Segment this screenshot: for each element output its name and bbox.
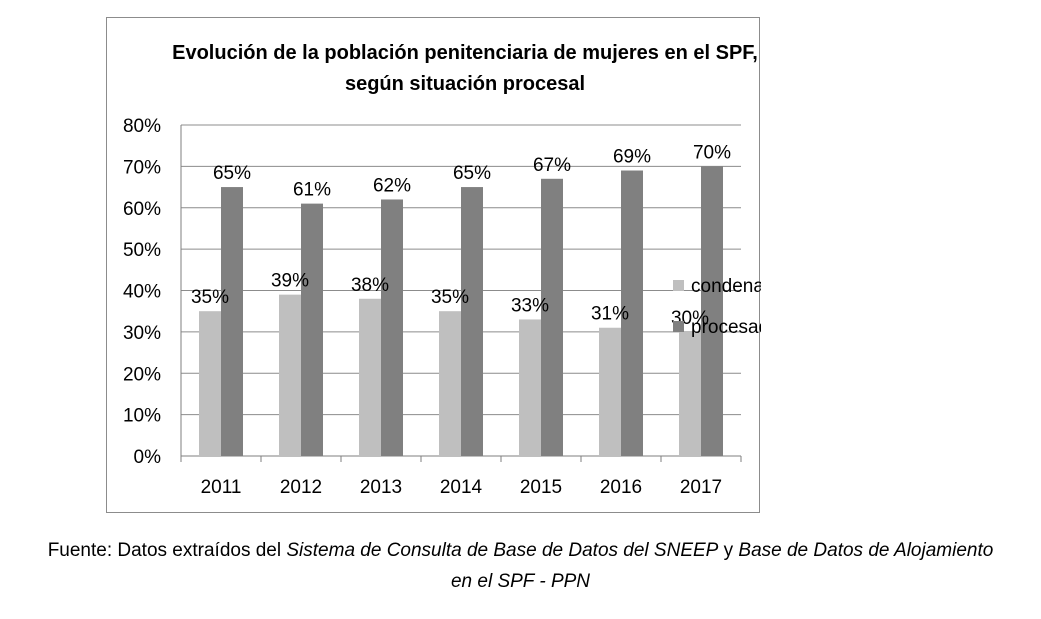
caption-line-1: Fuente: Datos extraídos del Sistema de C… bbox=[0, 535, 1041, 566]
caption-line-2: en el SPF - PPN bbox=[0, 566, 1041, 597]
y-tick-label: 0% bbox=[134, 447, 162, 468]
chart-frame: Evolución de la población penitenciaria … bbox=[106, 17, 761, 513]
legend: condenadas procesadas bbox=[673, 276, 761, 338]
legend-label-condenadas: condenadas bbox=[691, 276, 761, 297]
bar-procesadas bbox=[301, 203, 323, 456]
chart-title-line-1: Evolución de la población penitenciaria … bbox=[172, 42, 758, 64]
x-tick-label: 2017 bbox=[680, 477, 722, 498]
y-tick-label: 20% bbox=[123, 364, 161, 385]
bar-condenadas bbox=[359, 298, 381, 456]
bar-condenadas bbox=[439, 311, 461, 456]
data-label-procesadas: 62% bbox=[373, 175, 411, 196]
data-label-condenadas: 31% bbox=[591, 304, 629, 325]
data-label-condenadas: 35% bbox=[191, 287, 229, 308]
x-tick-label: 2014 bbox=[440, 477, 483, 498]
x-tick-label: 2015 bbox=[520, 477, 562, 498]
data-label-procesadas: 69% bbox=[613, 147, 651, 168]
caption-source-2b: en el SPF - PPN bbox=[450, 571, 591, 592]
legend-swatch-procesadas bbox=[673, 321, 684, 332]
bar-condenadas bbox=[679, 331, 701, 456]
data-label-procesadas: 61% bbox=[293, 180, 331, 201]
source-caption: Fuente: Datos extraídos del Sistema de C… bbox=[0, 535, 1041, 597]
x-tick-label: 2012 bbox=[280, 477, 322, 498]
bar-chart: Evolución de la población penitenciaria … bbox=[123, 42, 761, 498]
data-label-condenadas: 35% bbox=[431, 287, 469, 308]
data-label-condenadas: 39% bbox=[271, 271, 309, 292]
bar-procesadas bbox=[621, 170, 643, 456]
data-label-procesadas: 67% bbox=[533, 155, 571, 176]
data-labels: 35%65%39%61%38%62%35%65%33%67%31%69%30%7… bbox=[191, 142, 731, 329]
y-tick-label: 60% bbox=[123, 199, 161, 220]
bar-procesadas bbox=[221, 187, 243, 456]
y-tick-label: 70% bbox=[123, 157, 161, 178]
y-tick-label: 30% bbox=[123, 323, 161, 344]
x-tick-label: 2011 bbox=[201, 477, 242, 498]
chart-title-line-2: según situación procesal bbox=[345, 73, 585, 95]
bar-condenadas bbox=[519, 319, 541, 456]
caption-prefix: Fuente: Datos extraídos del bbox=[47, 540, 287, 561]
caption-source-1: Sistema de Consulta de Base de Datos del… bbox=[286, 540, 719, 561]
y-tick-label: 50% bbox=[123, 240, 161, 261]
caption-conjunction: y bbox=[718, 540, 739, 561]
bar-procesadas bbox=[381, 199, 403, 456]
bar-condenadas bbox=[279, 294, 301, 456]
bars bbox=[199, 166, 723, 456]
legend-label-procesadas: procesadas bbox=[691, 317, 761, 338]
data-label-procesadas: 70% bbox=[693, 142, 731, 163]
y-tick-label: 80% bbox=[123, 116, 161, 137]
x-tick-label: 2016 bbox=[600, 477, 642, 498]
caption-source-2a: Base de Datos de Alojamiento bbox=[738, 540, 994, 561]
data-label-procesadas: 65% bbox=[453, 163, 491, 184]
bar-procesadas bbox=[541, 178, 563, 456]
legend-swatch-condenadas bbox=[673, 280, 684, 291]
bar-procesadas bbox=[461, 187, 483, 456]
data-label-condenadas: 33% bbox=[511, 295, 549, 316]
axes: 0% 10% 20% 30% 40% 50% 60% 70% 80% 2011 2012 2013 20… bbox=[123, 116, 742, 498]
x-tick-label: 2013 bbox=[360, 477, 402, 498]
bar-condenadas bbox=[199, 311, 221, 456]
bar-procesadas bbox=[701, 166, 723, 456]
y-tick-label: 40% bbox=[123, 282, 161, 303]
y-tick-label: 10% bbox=[123, 406, 161, 427]
data-label-condenadas: 38% bbox=[351, 275, 389, 296]
bar-condenadas bbox=[599, 327, 621, 456]
data-label-procesadas: 65% bbox=[213, 163, 251, 184]
